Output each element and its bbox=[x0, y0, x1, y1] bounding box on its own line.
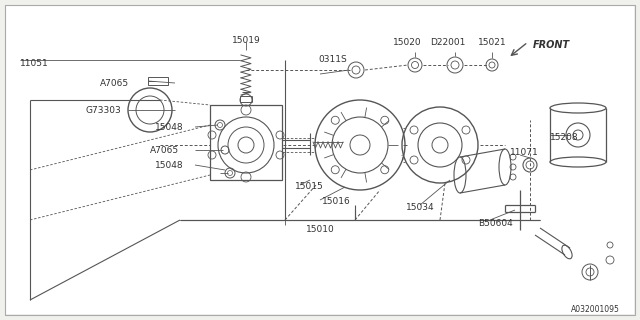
Text: FRONT: FRONT bbox=[533, 40, 570, 50]
Text: 15034: 15034 bbox=[406, 203, 435, 212]
Text: 15048: 15048 bbox=[155, 161, 184, 170]
Text: G73303: G73303 bbox=[85, 106, 121, 115]
Text: 15019: 15019 bbox=[232, 36, 260, 44]
Text: 15208: 15208 bbox=[550, 132, 579, 141]
Text: A7065: A7065 bbox=[150, 146, 179, 155]
Text: 15020: 15020 bbox=[393, 37, 421, 46]
Text: A032001095: A032001095 bbox=[571, 306, 620, 315]
Text: 15015: 15015 bbox=[295, 181, 324, 190]
Text: 0311S: 0311S bbox=[318, 54, 347, 63]
Text: 15048: 15048 bbox=[155, 123, 184, 132]
Text: 15010: 15010 bbox=[306, 225, 334, 234]
Bar bbox=[148, 77, 168, 85]
Text: 15016: 15016 bbox=[322, 197, 351, 206]
Text: 11051: 11051 bbox=[20, 59, 49, 68]
Text: 11071: 11071 bbox=[510, 148, 539, 156]
Text: 15021: 15021 bbox=[477, 37, 506, 46]
Text: B50604: B50604 bbox=[478, 219, 513, 228]
Text: A7065: A7065 bbox=[100, 78, 129, 87]
Text: D22001: D22001 bbox=[430, 37, 466, 46]
